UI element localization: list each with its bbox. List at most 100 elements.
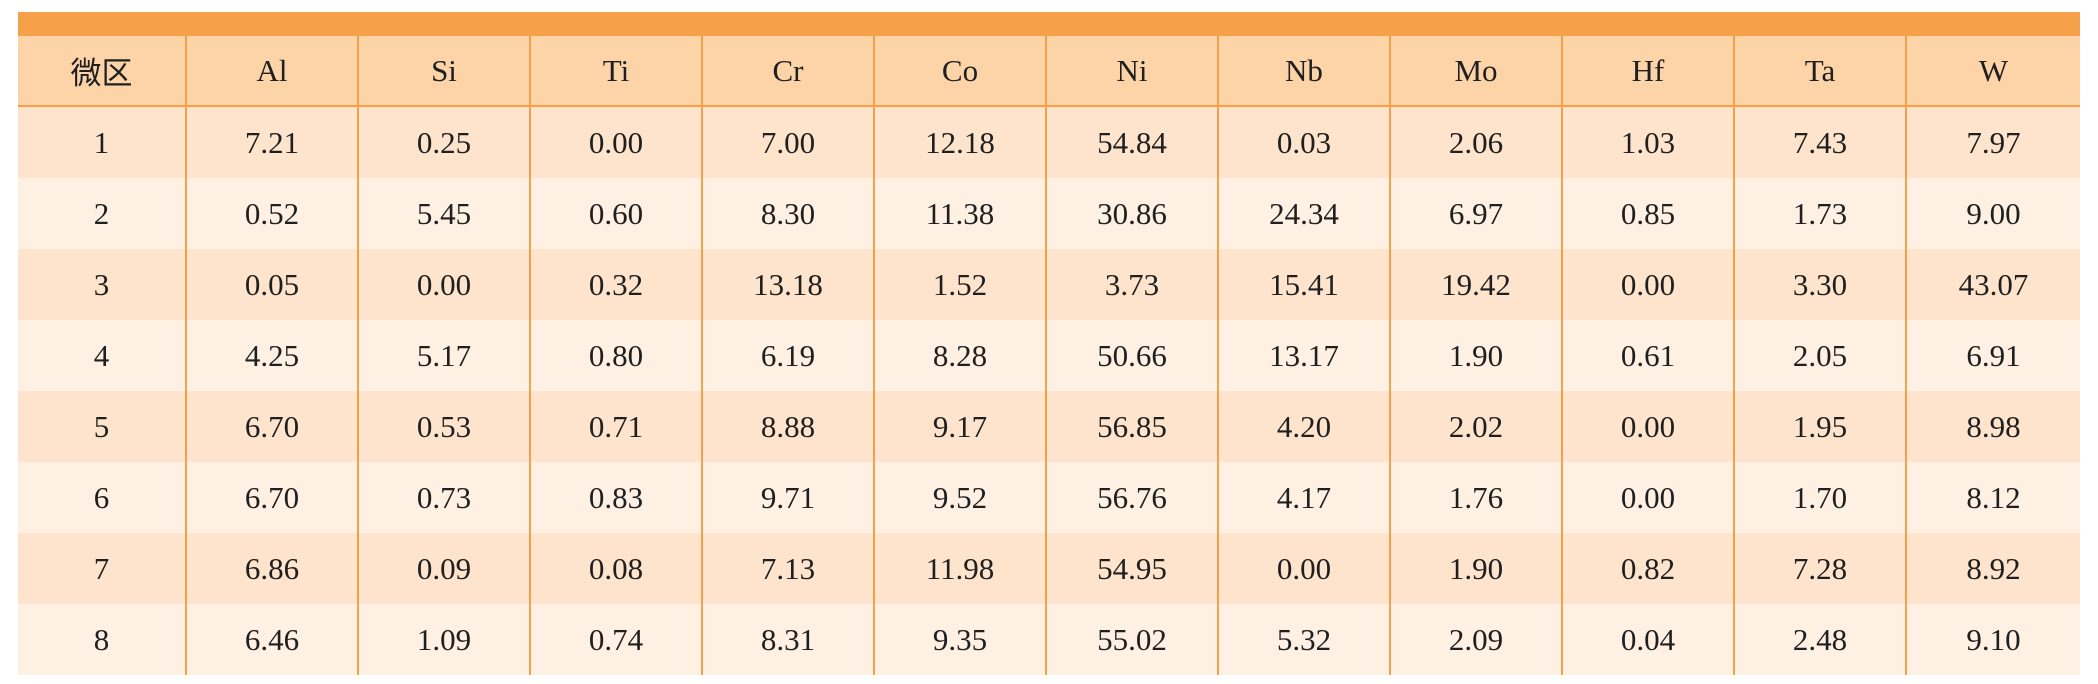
table-cell-zone: 6 xyxy=(18,462,186,533)
table-row: 1 7.21 0.25 0.00 7.00 12.18 54.84 0.03 2.06 1.03 7… xyxy=(18,106,2080,178)
table-body: 1 7.21 0.25 0.00 7.00 12.18 54.84 0.03 2.06 1.03 7… xyxy=(18,106,2080,675)
table-cell-value: 0.82 xyxy=(1561,533,1734,604)
table-cell-value: 0.73 xyxy=(357,462,530,533)
table-cell-value: 1.76 xyxy=(1389,462,1562,533)
table-cell-value: 0.00 xyxy=(529,106,702,178)
table-cell-value: 6.97 xyxy=(1389,178,1562,249)
table-cell-value: 0.32 xyxy=(529,249,702,320)
table-cell-value: 0.00 xyxy=(1561,249,1734,320)
header-cell-al: Al xyxy=(185,36,358,107)
table-cell-value: 7.43 xyxy=(1733,106,1906,178)
table-cell-value: 2.06 xyxy=(1389,106,1562,178)
table-cell-value: 7.28 xyxy=(1733,533,1906,604)
table-cell-value: 1.95 xyxy=(1733,391,1906,462)
table-top-bar xyxy=(18,12,2080,36)
table-cell-value: 2.48 xyxy=(1733,604,1906,675)
header-cell-si: Si xyxy=(357,36,530,107)
table-cell-value: 11.98 xyxy=(873,533,1046,604)
table-cell-value: 7.97 xyxy=(1905,106,2080,178)
table-cell-value: 0.05 xyxy=(185,249,358,320)
header-cell-zone: 微区 xyxy=(18,36,186,107)
table-cell-value: 7.00 xyxy=(701,106,874,178)
table-cell-value: 4.17 xyxy=(1217,462,1390,533)
table-cell-value: 0.53 xyxy=(357,391,530,462)
header-cell-ni: Ni xyxy=(1045,36,1218,107)
table-cell-zone: 4 xyxy=(18,320,186,391)
table-cell-zone: 3 xyxy=(18,249,186,320)
table-cell-zone: 8 xyxy=(18,604,186,675)
table-cell-value: 13.17 xyxy=(1217,320,1390,391)
table-cell-value: 0.00 xyxy=(1561,462,1734,533)
table-cell-value: 1.09 xyxy=(357,604,530,675)
table-cell-value: 55.02 xyxy=(1045,604,1218,675)
table-cell-value: 4.20 xyxy=(1217,391,1390,462)
table-cell-value: 9.00 xyxy=(1905,178,2080,249)
table-cell-value: 30.86 xyxy=(1045,178,1218,249)
table-cell-value: 56.85 xyxy=(1045,391,1218,462)
table-cell-value: 0.74 xyxy=(529,604,702,675)
table-cell-value: 9.71 xyxy=(701,462,874,533)
table-cell-value: 6.19 xyxy=(701,320,874,391)
header-cell-w: W xyxy=(1905,36,2080,107)
table-row: 5 6.70 0.53 0.71 8.88 9.17 56.85 4.20 2.02 0.00 1.… xyxy=(18,391,2080,462)
table-cell-value: 50.66 xyxy=(1045,320,1218,391)
table-cell-value: 0.09 xyxy=(357,533,530,604)
table-cell-value: 8.88 xyxy=(701,391,874,462)
table-cell-value: 19.42 xyxy=(1389,249,1562,320)
header-cell-hf: Hf xyxy=(1561,36,1734,107)
table-cell-value: 8.31 xyxy=(701,604,874,675)
table-row: 3 0.05 0.00 0.32 13.18 1.52 3.73 15.41 19.42 0.00… xyxy=(18,249,2080,320)
table-cell-value: 3.30 xyxy=(1733,249,1906,320)
table-cell-value: 8.92 xyxy=(1905,533,2080,604)
table-cell-value: 6.86 xyxy=(185,533,358,604)
table-row: 8 6.46 1.09 0.74 8.31 9.35 55.02 5.32 2.09 0.04 2.… xyxy=(18,604,2080,675)
header-cell-cr: Cr xyxy=(701,36,874,107)
table-cell-value: 7.13 xyxy=(701,533,874,604)
table-cell-value: 0.60 xyxy=(529,178,702,249)
table-cell-value: 2.05 xyxy=(1733,320,1906,391)
table-cell-value: 0.83 xyxy=(529,462,702,533)
table-cell-value: 56.76 xyxy=(1045,462,1218,533)
table-cell-value: 9.35 xyxy=(873,604,1046,675)
table-header-row: 微区 Al Si Ti Cr Co Ni Nb Mo Hf Ta W xyxy=(18,36,2080,107)
table-cell-value: 6.46 xyxy=(185,604,358,675)
table-cell-zone: 7 xyxy=(18,533,186,604)
table-cell-value: 9.17 xyxy=(873,391,1046,462)
table-cell-zone: 2 xyxy=(18,178,186,249)
table-cell-value: 0.52 xyxy=(185,178,358,249)
table-cell-value: 0.80 xyxy=(529,320,702,391)
table-cell-value: 24.34 xyxy=(1217,178,1390,249)
table-cell-value: 2.09 xyxy=(1389,604,1562,675)
table-cell-value: 54.84 xyxy=(1045,106,1218,178)
table-cell-zone: 1 xyxy=(18,106,186,178)
table-cell-value: 2.02 xyxy=(1389,391,1562,462)
table-cell-value: 43.07 xyxy=(1905,249,2080,320)
header-cell-co: Co xyxy=(873,36,1046,107)
table-cell-value: 5.17 xyxy=(357,320,530,391)
table-cell-value: 1.90 xyxy=(1389,320,1562,391)
table-cell-value: 9.52 xyxy=(873,462,1046,533)
header-cell-ta: Ta xyxy=(1733,36,1906,107)
table-cell-value: 6.70 xyxy=(185,391,358,462)
table-cell-value: 0.04 xyxy=(1561,604,1734,675)
table-cell-value: 15.41 xyxy=(1217,249,1390,320)
table-cell-value: 5.32 xyxy=(1217,604,1390,675)
table-cell-value: 0.71 xyxy=(529,391,702,462)
header-cell-nb: Nb xyxy=(1217,36,1390,107)
table-cell-value: 5.45 xyxy=(357,178,530,249)
table-cell-value: 11.38 xyxy=(873,178,1046,249)
table-cell-value: 1.70 xyxy=(1733,462,1906,533)
header-cell-mo: Mo xyxy=(1389,36,1562,107)
table-cell-value: 0.85 xyxy=(1561,178,1734,249)
table-cell-value: 8.30 xyxy=(701,178,874,249)
table-cell-value: 12.18 xyxy=(873,106,1046,178)
table-row: 7 6.86 0.09 0.08 7.13 11.98 54.95 0.00 1.90 0.82 7… xyxy=(18,533,2080,604)
table-cell-value: 0.03 xyxy=(1217,106,1390,178)
table-cell-value: 54.95 xyxy=(1045,533,1218,604)
table-cell-value: 0.00 xyxy=(1217,533,1390,604)
table-row: 2 0.52 5.45 0.60 8.30 11.38 30.86 24.34 6.97 0.85… xyxy=(18,178,2080,249)
table-cell-value: 8.98 xyxy=(1905,391,2080,462)
table-cell-value: 6.70 xyxy=(185,462,358,533)
table-cell-value: 1.90 xyxy=(1389,533,1562,604)
composition-table-container: 微区 Al Si Ti Cr Co Ni Nb Mo Hf Ta W 1 7.21… xyxy=(18,12,2080,675)
